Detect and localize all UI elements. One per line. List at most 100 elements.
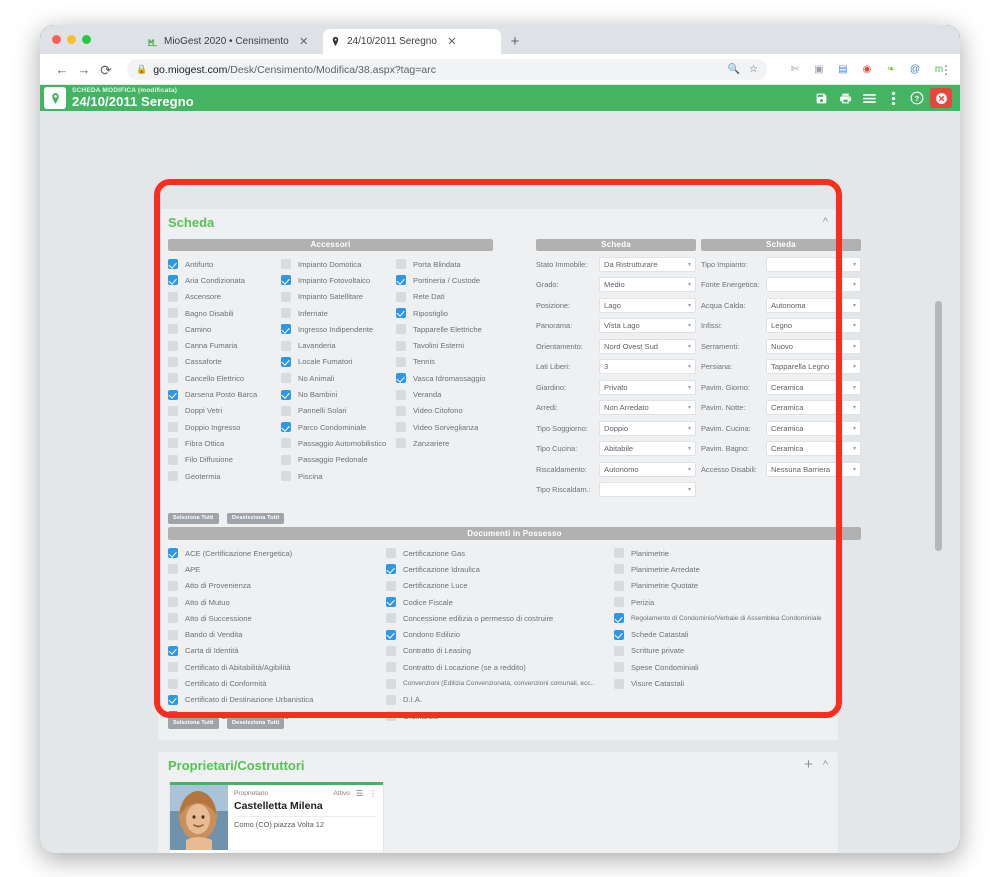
checkbox-checked[interactable] bbox=[386, 564, 396, 575]
menu-icon[interactable] bbox=[858, 88, 880, 108]
checkbox-unchecked[interactable] bbox=[396, 389, 406, 400]
at-icon[interactable]: @ bbox=[909, 64, 921, 75]
checkbox-row[interactable]: Antifurto bbox=[168, 256, 278, 272]
checkbox-unchecked[interactable] bbox=[281, 373, 291, 384]
checkbox-row[interactable]: No Bambini bbox=[281, 386, 396, 402]
extension-puzzle-icon[interactable]: ✄ bbox=[790, 64, 800, 75]
checkbox-unchecked[interactable] bbox=[168, 308, 178, 319]
window-minimize-button[interactable] bbox=[67, 35, 76, 44]
select-posizione[interactable]: Lago ▾ bbox=[599, 297, 696, 313]
search-icon[interactable]: 🔍 bbox=[727, 64, 741, 75]
select-pavim-cucina[interactable]: Ceramica ▾ bbox=[766, 420, 861, 436]
checkbox-row[interactable]: Certificazione Idraulica bbox=[386, 561, 611, 577]
checkbox-row[interactable]: Scritture private bbox=[614, 643, 864, 659]
select-lati-liberi[interactable]: 3 ▾ bbox=[599, 359, 696, 375]
checkbox-row[interactable]: Passaggio Automobilistico bbox=[281, 435, 396, 451]
chevron-down-icon[interactable]: ▾ bbox=[852, 343, 856, 350]
checkbox-unchecked[interactable] bbox=[168, 597, 178, 608]
reload-icon[interactable]: ⟳ bbox=[100, 62, 112, 78]
checkbox-unchecked[interactable] bbox=[281, 405, 291, 416]
checkbox-row[interactable]: Zanzariere bbox=[396, 435, 496, 451]
checkbox-row[interactable]: Tavolini Esterni bbox=[396, 337, 496, 353]
more-icon[interactable]: ⋮ bbox=[369, 789, 377, 798]
chevron-down-icon[interactable]: ▾ bbox=[687, 261, 691, 268]
save-icon[interactable] bbox=[810, 88, 832, 108]
checkbox-row[interactable]: Impianto Satellitare bbox=[281, 289, 396, 305]
checkbox-row[interactable]: Geotermia bbox=[168, 468, 278, 484]
checkbox-unchecked[interactable] bbox=[168, 471, 178, 481]
seleziona-tutti-button[interactable]: Seleziona Tutti bbox=[168, 717, 219, 729]
chevron-down-icon[interactable]: ▾ bbox=[687, 323, 691, 330]
checkbox-row[interactable]: Planimetrie Arredate bbox=[614, 561, 864, 577]
checkbox-unchecked[interactable] bbox=[168, 454, 178, 465]
select-serramenti[interactable]: Nuovo ▾ bbox=[766, 338, 861, 354]
checkbox-checked[interactable] bbox=[168, 694, 178, 705]
checkbox-row[interactable]: Doppio Ingresso bbox=[168, 419, 278, 435]
checkbox-checked[interactable] bbox=[168, 389, 178, 400]
checkbox-unchecked[interactable] bbox=[614, 548, 624, 559]
chevron-up-icon[interactable]: ^ bbox=[822, 759, 828, 771]
checkbox-row[interactable]: Darsena Posto Barca bbox=[168, 386, 278, 402]
checkbox-row[interactable]: Certificazione Luce bbox=[386, 578, 611, 594]
checkbox-checked[interactable] bbox=[614, 629, 624, 640]
bookmark-star-icon[interactable]: ☆ bbox=[749, 64, 758, 75]
select-giardino[interactable]: Privato ▾ bbox=[599, 379, 696, 395]
chevron-down-icon[interactable]: ▾ bbox=[852, 302, 856, 309]
checkbox-unchecked[interactable] bbox=[281, 340, 291, 351]
checkbox-row[interactable]: Canna Fumaria bbox=[168, 337, 278, 353]
checkbox-checked[interactable] bbox=[168, 645, 178, 656]
select-pavim-giorno[interactable]: Ceramica ▾ bbox=[766, 379, 861, 395]
chevron-down-icon[interactable]: ▾ bbox=[852, 425, 856, 432]
select-riscaldamento[interactable]: Autonomo ▾ bbox=[599, 461, 696, 477]
checkbox-unchecked[interactable] bbox=[396, 422, 406, 433]
checkbox-row[interactable]: Locale Fumatori bbox=[281, 354, 396, 370]
checkbox-row[interactable]: Certificato di Conformità bbox=[168, 675, 383, 691]
checkbox-checked[interactable] bbox=[281, 356, 291, 367]
checkbox-row[interactable]: Certificato di Destinazione Urbanistica bbox=[168, 692, 383, 708]
checkbox-row[interactable]: Ripostiglio bbox=[396, 305, 496, 321]
checkbox-row[interactable]: Fibra Ottica bbox=[168, 435, 278, 451]
checkbox-row[interactable]: Porta Blindata bbox=[396, 256, 496, 272]
close-icon[interactable] bbox=[930, 88, 952, 108]
chevron-down-icon[interactable]: ▾ bbox=[687, 384, 691, 391]
checkbox-row[interactable]: Video Citofono bbox=[396, 403, 496, 419]
checkbox-unchecked[interactable] bbox=[168, 678, 178, 689]
checkbox-unchecked[interactable] bbox=[396, 405, 406, 416]
speech-bubble-icon[interactable]: ▣ bbox=[814, 64, 824, 75]
checkbox-unchecked[interactable] bbox=[386, 678, 396, 689]
checkbox-row[interactable]: APE bbox=[168, 561, 383, 577]
checkbox-unchecked[interactable] bbox=[168, 580, 178, 591]
select-orientamento[interactable]: Nord Ovest Sud ▾ bbox=[599, 338, 696, 354]
checkbox-unchecked[interactable] bbox=[281, 291, 291, 302]
select-stato-immobile[interactable]: Da Ristrutturare ▾ bbox=[599, 256, 696, 272]
checkbox-unchecked[interactable] bbox=[281, 308, 291, 319]
checkbox-unchecked[interactable] bbox=[168, 662, 178, 673]
checkbox-row[interactable]: Camino bbox=[168, 321, 278, 337]
select-arredi[interactable]: Non Arredato ▾ bbox=[599, 400, 696, 416]
checkbox-row[interactable]: Carta di Identità bbox=[168, 643, 383, 659]
checkbox-unchecked[interactable] bbox=[386, 613, 396, 624]
checkbox-unchecked[interactable] bbox=[168, 422, 178, 433]
checkbox-unchecked[interactable] bbox=[168, 405, 178, 416]
checkbox-unchecked[interactable] bbox=[168, 356, 178, 367]
checkbox-unchecked[interactable] bbox=[168, 613, 178, 624]
print-icon[interactable] bbox=[834, 88, 856, 108]
checkbox-row[interactable]: Piscina bbox=[281, 468, 396, 484]
window-close-button[interactable] bbox=[52, 35, 61, 44]
checkbox-row[interactable]: Contratto di Leasing bbox=[386, 643, 611, 659]
browser-menu-icon[interactable]: ⋮ bbox=[940, 63, 952, 77]
new-tab-button[interactable]: + bbox=[510, 33, 520, 50]
checkbox-checked[interactable] bbox=[396, 275, 406, 286]
chevron-down-icon[interactable]: ▾ bbox=[687, 466, 691, 473]
chrome-icon[interactable]: ◉ bbox=[862, 64, 872, 75]
tab-close-icon[interactable]: ✕ bbox=[447, 36, 457, 48]
window-maximize-button[interactable] bbox=[82, 35, 91, 44]
checkbox-row[interactable]: Ingresso Indipendente bbox=[281, 321, 396, 337]
miogest-icon[interactable]: m bbox=[934, 64, 944, 75]
checkbox-unchecked[interactable] bbox=[614, 564, 624, 575]
checkbox-row[interactable]: Planimetrie bbox=[614, 545, 864, 561]
chevron-down-icon[interactable]: ▾ bbox=[852, 282, 856, 289]
checkbox-row[interactable]: Cancello Elettrico bbox=[168, 370, 278, 386]
select-tipo-impianto[interactable]: ▾ bbox=[766, 256, 861, 272]
chevron-down-icon[interactable]: ▾ bbox=[852, 323, 856, 330]
